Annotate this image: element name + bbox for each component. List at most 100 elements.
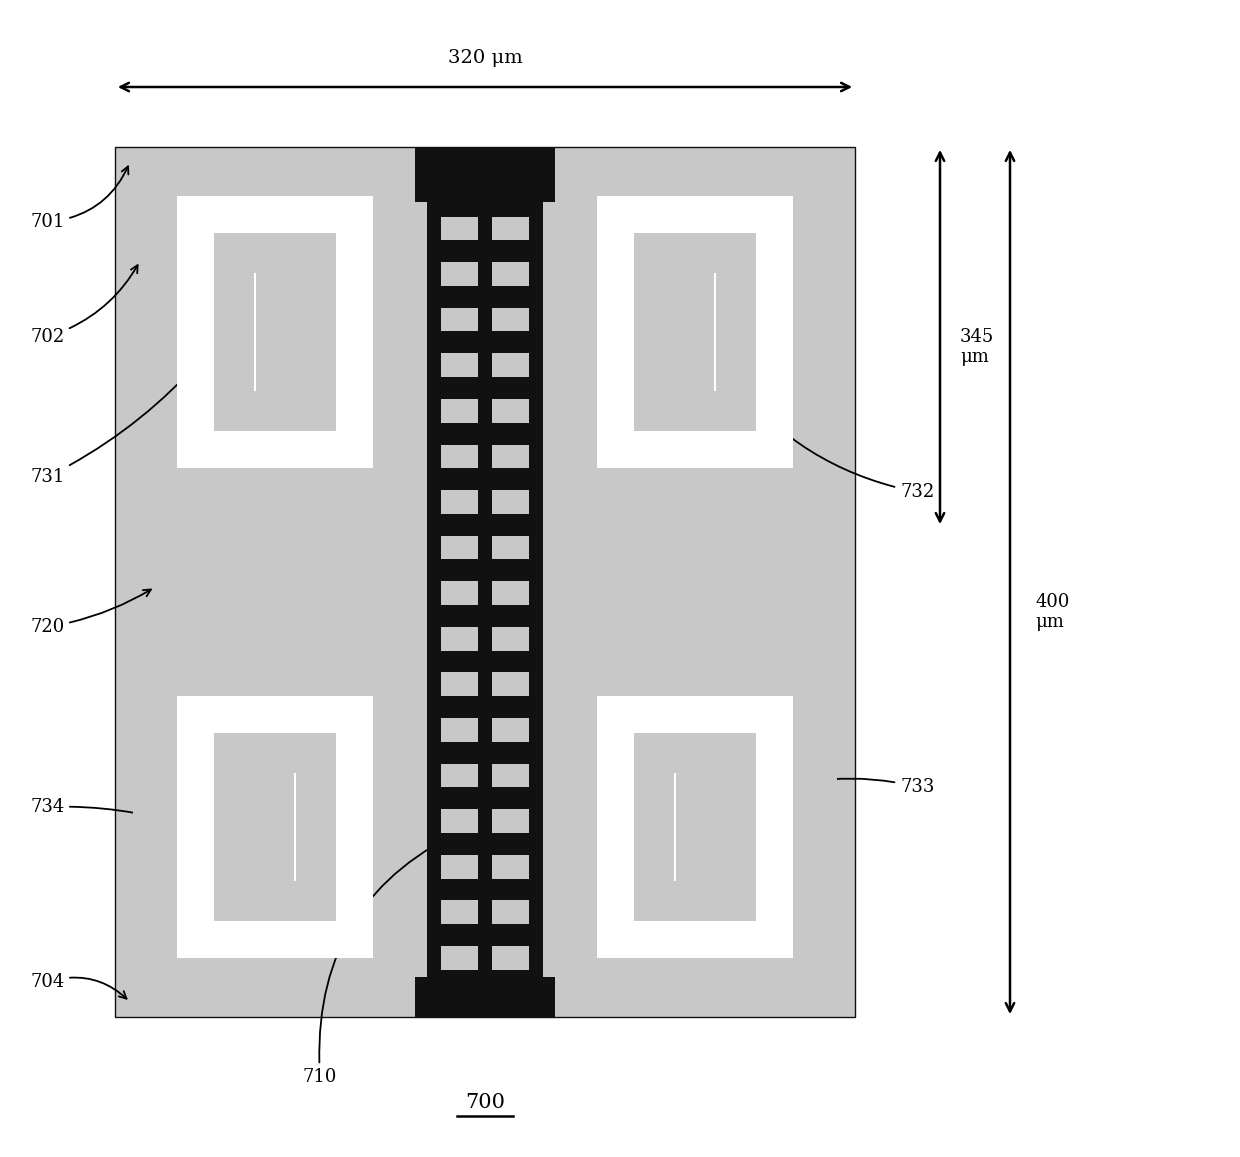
- Bar: [441, 627, 529, 650]
- Bar: [441, 946, 529, 970]
- Bar: [441, 900, 529, 924]
- Bar: [133, 697, 177, 958]
- Bar: [492, 536, 529, 560]
- Text: 710: 710: [303, 827, 469, 1086]
- Bar: [133, 526, 837, 647]
- Bar: [441, 855, 477, 878]
- Bar: [254, 273, 296, 391]
- Bar: [441, 672, 529, 697]
- Bar: [441, 581, 477, 605]
- Bar: [115, 147, 856, 1017]
- Text: 733: 733: [728, 778, 935, 811]
- Bar: [441, 946, 477, 970]
- Bar: [596, 697, 794, 958]
- Bar: [477, 718, 492, 742]
- Bar: [441, 216, 529, 241]
- Bar: [492, 627, 529, 650]
- Bar: [257, 273, 296, 391]
- Bar: [177, 196, 373, 467]
- Bar: [441, 491, 529, 514]
- Bar: [477, 491, 492, 514]
- Bar: [492, 353, 529, 377]
- Text: 400
μm: 400 μm: [1035, 592, 1069, 632]
- Bar: [215, 734, 336, 921]
- Bar: [441, 399, 477, 422]
- Bar: [441, 491, 477, 514]
- Bar: [441, 855, 529, 878]
- Bar: [441, 718, 529, 742]
- Bar: [477, 353, 492, 377]
- Bar: [441, 809, 529, 833]
- Bar: [477, 855, 492, 878]
- Text: 734: 734: [30, 798, 200, 831]
- Bar: [441, 764, 529, 788]
- Bar: [492, 308, 529, 331]
- Bar: [477, 809, 492, 833]
- Bar: [675, 273, 714, 391]
- Bar: [492, 764, 529, 788]
- Bar: [492, 809, 529, 833]
- Bar: [635, 234, 755, 430]
- Bar: [441, 581, 529, 605]
- Bar: [477, 672, 492, 697]
- Bar: [441, 900, 477, 924]
- Bar: [492, 900, 529, 924]
- Bar: [794, 697, 837, 958]
- Bar: [477, 581, 492, 605]
- Bar: [492, 399, 529, 422]
- Bar: [676, 773, 715, 880]
- Bar: [441, 444, 529, 469]
- Bar: [373, 196, 417, 467]
- Bar: [441, 399, 529, 422]
- Bar: [254, 773, 296, 880]
- Bar: [477, 216, 492, 241]
- Bar: [675, 773, 715, 880]
- Text: 702: 702: [30, 265, 138, 346]
- Bar: [492, 444, 529, 469]
- Bar: [441, 718, 477, 742]
- Bar: [441, 444, 477, 469]
- Bar: [492, 855, 529, 878]
- Bar: [254, 773, 294, 880]
- Bar: [427, 147, 543, 1017]
- Bar: [492, 491, 529, 514]
- Text: 701: 701: [30, 167, 129, 231]
- Bar: [553, 152, 837, 513]
- Bar: [477, 444, 492, 469]
- Bar: [492, 581, 529, 605]
- Bar: [492, 718, 529, 742]
- Bar: [477, 764, 492, 788]
- Bar: [415, 147, 556, 202]
- Bar: [492, 672, 529, 697]
- Bar: [441, 308, 529, 331]
- Bar: [477, 308, 492, 331]
- Text: 731: 731: [30, 360, 201, 486]
- Bar: [177, 697, 373, 958]
- Bar: [635, 734, 755, 921]
- Bar: [477, 627, 492, 650]
- Bar: [492, 216, 529, 241]
- Bar: [441, 216, 477, 241]
- Text: 720: 720: [30, 589, 151, 636]
- Bar: [477, 900, 492, 924]
- Bar: [215, 234, 336, 430]
- Text: 732: 732: [727, 371, 934, 501]
- Bar: [553, 196, 596, 467]
- Bar: [477, 399, 492, 422]
- Bar: [553, 653, 837, 1002]
- Bar: [441, 764, 477, 788]
- Bar: [477, 536, 492, 560]
- Bar: [675, 273, 715, 391]
- Bar: [441, 353, 477, 377]
- Text: 345
μm: 345 μm: [960, 327, 994, 367]
- Bar: [441, 672, 477, 697]
- Text: 320 μm: 320 μm: [448, 49, 522, 67]
- Bar: [477, 946, 492, 970]
- Bar: [415, 977, 556, 1017]
- Text: 704: 704: [30, 973, 126, 998]
- Bar: [596, 196, 794, 467]
- Bar: [441, 353, 529, 377]
- Bar: [133, 152, 417, 513]
- Bar: [477, 263, 492, 286]
- Bar: [441, 308, 477, 331]
